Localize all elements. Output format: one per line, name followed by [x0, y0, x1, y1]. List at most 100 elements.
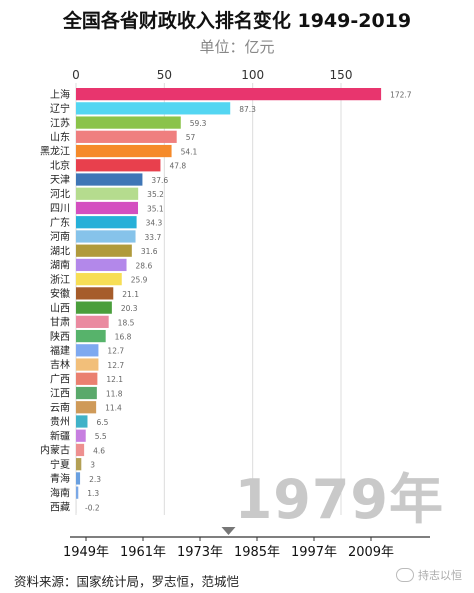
category-label: 河北	[50, 188, 70, 200]
category-label: 新疆	[50, 429, 70, 442]
category-label: 安徽	[50, 287, 70, 300]
category-label: 广西	[50, 373, 70, 385]
value-label: 11.8	[106, 389, 123, 398]
category-label: 江苏	[50, 116, 70, 129]
category-label: 云南	[50, 401, 70, 414]
bar	[76, 244, 132, 257]
source-note: 资料来源：国家统计局，罗志恒，范城恺	[14, 574, 240, 589]
bar	[76, 458, 82, 471]
category-label: 北京	[50, 159, 70, 172]
watermark-text: 持志以恒	[418, 569, 462, 582]
wechat-icon	[396, 568, 414, 582]
bar	[76, 429, 86, 442]
value-label: 6.5	[96, 418, 108, 427]
category-label: 江西	[50, 388, 70, 400]
value-label: 12.1	[106, 375, 123, 384]
category-label: 山东	[50, 130, 70, 143]
bar	[76, 372, 98, 385]
x-tick-label: 100	[241, 68, 264, 82]
category-label: 四川	[50, 204, 70, 215]
bar	[75, 500, 77, 514]
category-label: 福建	[50, 344, 70, 357]
value-label: 59.3	[190, 119, 207, 128]
value-label: 1.3	[87, 489, 99, 498]
value-label: 172.7	[390, 91, 412, 100]
category-label: 山西	[50, 302, 70, 314]
timeline-marker	[221, 527, 236, 535]
bar	[76, 472, 81, 485]
category-label: 甘肃	[50, 316, 70, 329]
value-label: 57	[186, 133, 196, 142]
value-label: 37.6	[151, 176, 168, 185]
category-label: 浙江	[50, 274, 70, 286]
value-label: 2.3	[89, 475, 101, 484]
category-label: 广东	[50, 216, 70, 229]
x-tick-label: 150	[330, 68, 353, 82]
bar	[76, 88, 382, 101]
value-label: 47.8	[169, 162, 186, 171]
watermark: 持志以恒	[396, 567, 462, 583]
value-label: 87.3	[239, 105, 256, 114]
category-label: 黑龙江	[40, 145, 70, 158]
bar	[76, 201, 139, 215]
bar	[76, 344, 99, 357]
bar	[76, 358, 99, 371]
category-label: 辽宁	[50, 102, 70, 115]
bar	[76, 144, 172, 158]
value-label: 3	[90, 461, 95, 470]
category-label: 海南	[50, 486, 70, 499]
chart-subtitle: 单位：亿元	[199, 38, 275, 56]
bar	[76, 301, 112, 314]
category-label: 贵州	[50, 415, 70, 428]
value-label: 31.6	[141, 247, 158, 256]
category-label: 天津	[50, 174, 70, 186]
value-label: 20.3	[121, 304, 138, 313]
value-label: 4.6	[93, 446, 105, 455]
bar	[76, 273, 122, 286]
chart-title: 全国各省财政收入排名变化 1949-2019	[62, 10, 412, 32]
timeline-label: 1973年	[177, 545, 223, 560]
category-label: 上海	[50, 88, 70, 101]
timeline-label: 1985年	[234, 545, 280, 560]
category-label: 湖南	[50, 259, 70, 272]
bar	[76, 258, 127, 272]
value-label: -0.2	[85, 503, 100, 512]
bar	[76, 216, 137, 229]
x-tick-label: 0	[72, 68, 80, 82]
bar	[76, 173, 143, 186]
bar	[76, 486, 79, 499]
category-label: 内蒙古	[40, 444, 70, 457]
bar	[76, 401, 97, 414]
value-label: 33.7	[145, 233, 162, 242]
value-label: 34.3	[146, 219, 163, 228]
category-label: 湖北	[50, 245, 70, 257]
timeline-label: 1949年	[63, 545, 109, 560]
category-label: 吉林	[50, 358, 70, 371]
timeline-label: 1997年	[291, 545, 337, 560]
bar	[76, 329, 106, 343]
value-label: 35.1	[147, 204, 164, 213]
bar	[76, 315, 109, 328]
value-label: 5.5	[95, 432, 107, 441]
timeline-label: 1961年	[120, 545, 166, 560]
value-label: 25.9	[131, 276, 148, 285]
category-label: 西藏	[50, 502, 70, 514]
value-label: 54.1	[181, 147, 198, 156]
bar	[76, 187, 139, 200]
value-label: 12.7	[107, 347, 124, 356]
value-label: 16.8	[115, 333, 132, 342]
value-label: 35.2	[147, 190, 164, 199]
category-label: 宁夏	[50, 458, 70, 471]
timeline-label: 2009年	[348, 545, 394, 560]
value-label: 18.5	[118, 318, 135, 327]
value-label: 11.4	[105, 404, 122, 413]
bar	[76, 102, 231, 115]
category-label: 河南	[50, 230, 70, 243]
bar	[76, 159, 161, 172]
value-label: 12.7	[107, 361, 124, 370]
bar	[76, 230, 136, 243]
category-label: 陕西	[50, 330, 70, 343]
bar	[76, 443, 85, 457]
category-label: 青海	[50, 472, 70, 485]
bar	[76, 287, 114, 300]
